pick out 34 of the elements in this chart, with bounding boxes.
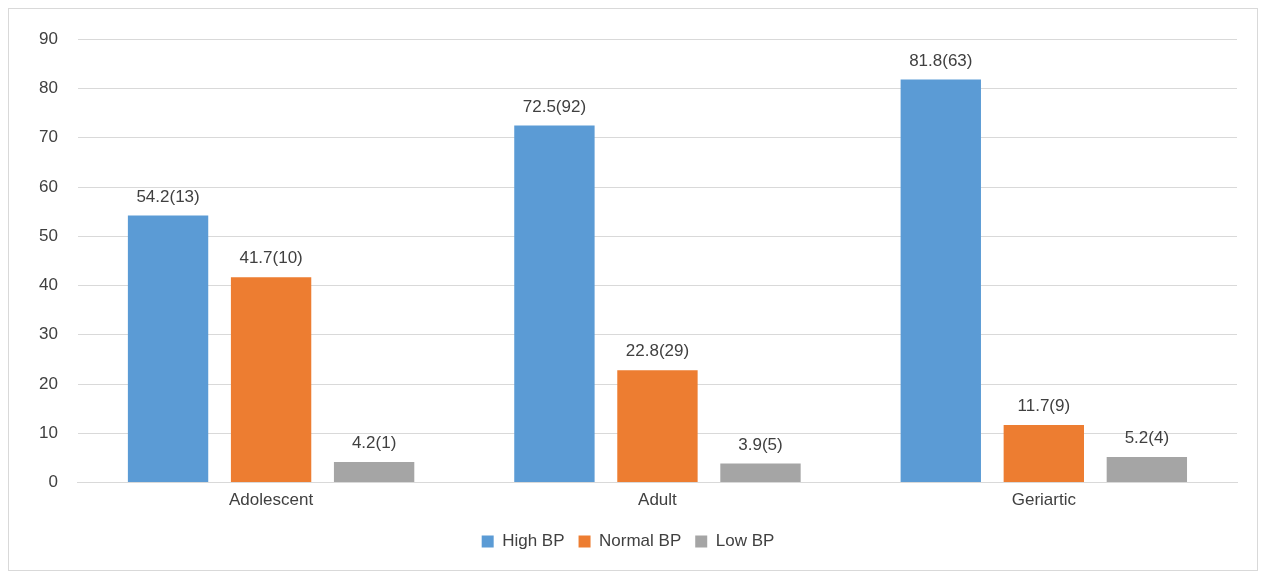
- data-label: 22.8(29): [625, 341, 690, 361]
- y-tick-label: 60: [38, 176, 58, 196]
- x-tick-label: Adult: [638, 490, 678, 510]
- x-tick-label: Geriartic: [1011, 490, 1077, 510]
- y-tick-label: 80: [38, 78, 58, 98]
- y-tick-label: 0: [48, 472, 58, 492]
- y-tick-label: 20: [38, 373, 58, 393]
- bar: [514, 125, 595, 483]
- data-label: 81.8(63): [909, 50, 973, 70]
- bar: [1106, 456, 1188, 483]
- bar: [720, 463, 801, 483]
- data-label: 4.2(1): [351, 433, 397, 453]
- y-tick-label: 70: [38, 127, 58, 147]
- y-tick-label: 90: [38, 28, 58, 48]
- bar: [900, 79, 981, 483]
- data-label: 11.7(9): [1017, 396, 1071, 416]
- data-label: 54.2(13): [136, 186, 200, 206]
- legend-label: Low BP: [715, 531, 775, 551]
- data-label: 3.9(5): [738, 434, 783, 454]
- legend-label: High BP: [502, 531, 565, 551]
- bar: [617, 370, 698, 483]
- data-label: 72.5(92): [522, 96, 587, 116]
- bar: [333, 461, 415, 483]
- data-label: 41.7(10): [239, 248, 303, 268]
- y-tick-label: 10: [38, 423, 58, 443]
- y-tick-label: 40: [38, 275, 58, 295]
- bar: [230, 277, 312, 483]
- bar: [1003, 424, 1084, 483]
- x-tick-label: Adolescent: [229, 490, 314, 510]
- legend-label: Normal BP: [599, 531, 682, 551]
- data-label: 5.2(4): [1124, 428, 1170, 448]
- y-tick-label: 30: [38, 324, 58, 344]
- y-tick-label: 50: [38, 225, 58, 245]
- bar: [127, 215, 209, 483]
